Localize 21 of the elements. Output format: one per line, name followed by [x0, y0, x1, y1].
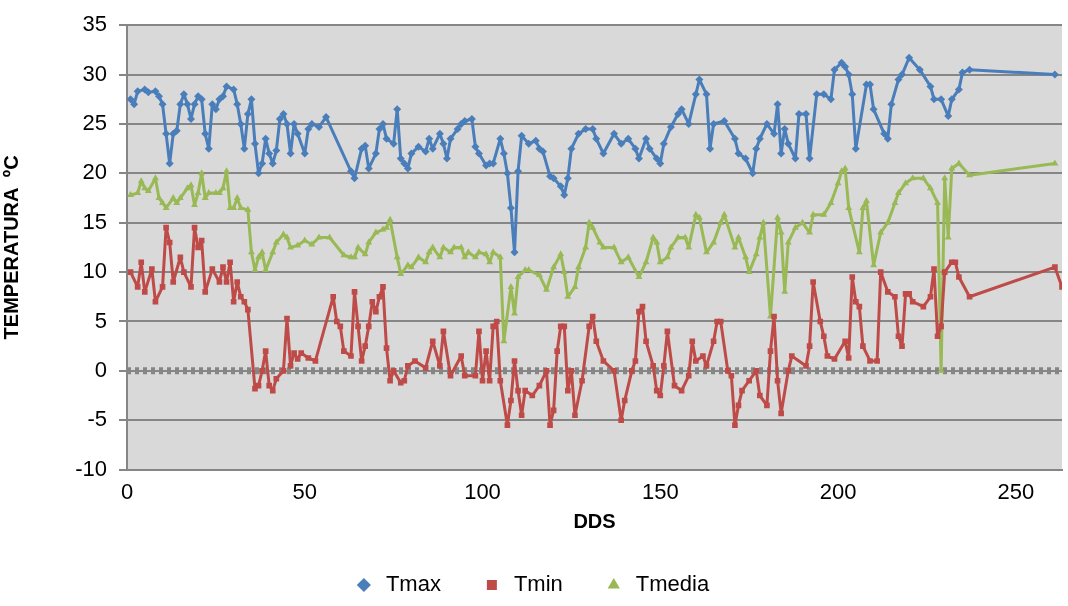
x-tick-label: 100: [464, 478, 501, 504]
x-tick-label: 50: [292, 478, 317, 504]
y-tick-label: 15: [82, 208, 107, 234]
y-axis-title: TEMPERATURA ºC: [0, 155, 22, 340]
legend-label: Tmin: [513, 571, 563, 597]
legend-label: Tmedia: [635, 571, 710, 597]
y-tick-label: -5: [87, 406, 107, 432]
legend-label: Tmax: [385, 571, 441, 597]
y-tick-label: 0: [94, 356, 107, 382]
y-tick-label: 5: [94, 307, 107, 333]
x-tick-label: 0: [120, 478, 134, 504]
y-tick-label: 25: [82, 110, 107, 136]
y-tick-label: -10: [75, 455, 107, 481]
x-tick-label: 150: [641, 478, 679, 504]
x-axis-title: DDS: [573, 509, 616, 532]
y-tick-label: 10: [82, 258, 107, 284]
y-tick-label: 30: [82, 60, 107, 86]
x-tick-label: 250: [997, 478, 1035, 504]
y-tick-label: 35: [82, 11, 107, 37]
x-tick-label: 200: [819, 478, 857, 504]
y-tick-label: 20: [82, 159, 107, 185]
